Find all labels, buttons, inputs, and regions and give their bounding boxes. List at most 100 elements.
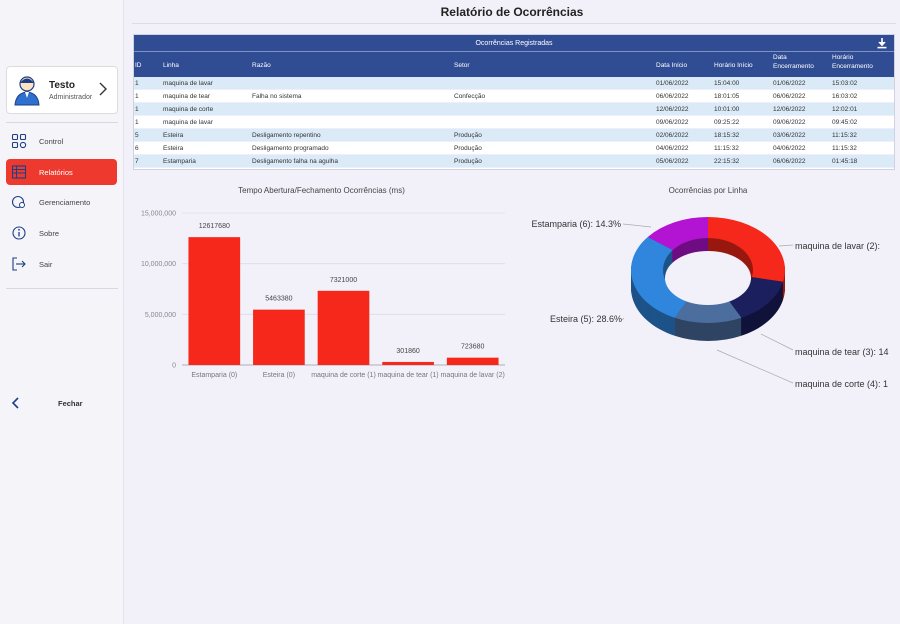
- sidebar-item-reports[interactable]: Relatórios: [6, 159, 117, 185]
- slice-label: Estamparia (6): 14.3%: [531, 219, 621, 229]
- column-header[interactable]: Horário Início: [714, 62, 753, 69]
- table-cell: 16:03:02: [832, 93, 858, 100]
- table-cell: 06/06/2022: [656, 93, 689, 100]
- table-row[interactable]: 6 Esteira Desligamento programado Produção 0…: [134, 142, 894, 155]
- sidebar-item-about[interactable]: Sobre: [6, 220, 117, 246]
- donut-slice: [708, 217, 785, 282]
- table-cell: 09/06/2022: [656, 119, 689, 126]
- page-title: Relatório de Ocorrências: [440, 5, 584, 19]
- table-cell: Produção: [454, 145, 482, 152]
- leader-line: [622, 223, 652, 228]
- table-cell: Esteira: [163, 132, 184, 139]
- leader-line: [621, 317, 625, 321]
- bar-chart: 0 5,000,000 10,000,000 15,000,000 12617680 Es…: [141, 211, 505, 379]
- sidebar-item-logout[interactable]: Sair: [6, 251, 117, 277]
- chevron-right-icon[interactable]: [97, 81, 109, 97]
- leader-line: [778, 244, 794, 247]
- slice-label: maquina de lavar (2):: [795, 241, 880, 251]
- table-cell: 03/06/2022: [773, 132, 806, 139]
- table-cell: Produção: [454, 132, 482, 139]
- x-tick-label: maquina de tear (1): [378, 372, 439, 379]
- table-cell: 09:25:22: [714, 119, 740, 126]
- table-title-bar: Ocorrências Registradas: [134, 35, 894, 51]
- table-row[interactable]: 7 Estamparia Desligamento falha na agulha P…: [134, 155, 894, 168]
- bar: [446, 357, 499, 365]
- table-cell: Desligamento repentino: [252, 132, 321, 139]
- sidebar-divider: [6, 122, 118, 123]
- table-row[interactable]: 1 maquina de tear Falha no sistema Confecçã…: [134, 90, 894, 103]
- bar: [188, 237, 241, 365]
- donut-hole: [665, 251, 751, 305]
- user-avatar-icon: [14, 76, 40, 106]
- sidebar-item-label: Control: [39, 136, 64, 146]
- table-cell: Produção: [454, 158, 482, 165]
- sidebar-divider: [6, 288, 118, 289]
- table-cell: 06/06/2022: [773, 93, 806, 100]
- table-cell: 11:15:32: [832, 145, 857, 152]
- user-card[interactable]: Testo Administrador: [6, 66, 118, 114]
- leader-line: [760, 333, 794, 351]
- table-cell: 05/06/2022: [656, 158, 689, 165]
- column-header[interactable]: Linha: [163, 62, 179, 69]
- download-icon[interactable]: [876, 37, 888, 49]
- table-cell: 12:02:01: [832, 106, 858, 113]
- y-tick-label: 0: [172, 363, 176, 370]
- table-header: ID Linha Razão Setor Data Início Horário…: [134, 51, 894, 77]
- sidebar-item-label: Sair: [39, 259, 53, 269]
- table-cell: 11:15:32: [714, 145, 739, 152]
- user-role: Administrador: [49, 93, 93, 101]
- table-cell: 04/06/2022: [656, 145, 689, 152]
- y-tick-label: 5,000,000: [145, 312, 176, 319]
- logout-icon: [12, 257, 26, 271]
- leader-line: [716, 349, 794, 384]
- table-cell: 12/06/2022: [656, 106, 689, 113]
- slice-label: Esteira (5): 28.6%: [550, 314, 622, 324]
- table-cell: 18:01:05: [714, 93, 740, 100]
- bar-value-label: 301860: [396, 348, 419, 355]
- table-cell: 7: [135, 158, 139, 165]
- table-cell: maquina de lavar: [163, 80, 213, 87]
- sidebar-item-label: Relatórios: [39, 167, 73, 177]
- table-body: 1 maquina de lavar 01/06/2022 15:04:00 01/06…: [134, 77, 894, 168]
- y-tick-label: 15,000,000: [141, 211, 176, 218]
- column-header[interactable]: Data Início: [656, 62, 688, 69]
- column-header[interactable]: ID: [135, 62, 142, 69]
- sidebar-item-management[interactable]: Gerenciamento: [6, 189, 117, 215]
- table-row[interactable]: 1 maquina de lavar 01/06/2022 15:04:00 01/06…: [134, 77, 894, 90]
- table-cell: 01:45:18: [832, 158, 858, 165]
- table-cell: 12/06/2022: [773, 106, 806, 113]
- table-cell: 09/06/2022: [773, 119, 806, 126]
- donut-slice: [647, 217, 708, 251]
- sidebar-item-control[interactable]: Control: [6, 128, 117, 154]
- table-cell: 11:15:32: [832, 132, 857, 139]
- table-cell: 06/06/2022: [773, 158, 806, 165]
- table-cell: Desligamento programado: [252, 145, 329, 152]
- x-tick-label: maquina de lavar (2): [441, 372, 505, 379]
- dashboard-icon: [11, 133, 27, 149]
- report-icon: [11, 165, 27, 179]
- table-title: Ocorrências Registradas: [475, 39, 553, 47]
- column-header[interactable]: Data Encerramento: [773, 54, 814, 70]
- column-header[interactable]: Razão: [252, 62, 271, 69]
- table-cell: Esteira: [163, 145, 184, 152]
- info-icon: [12, 226, 26, 240]
- settings-icon: [11, 195, 25, 209]
- column-header[interactable]: Horário Encerramento: [832, 54, 873, 70]
- table-cell: Falha no sistema: [252, 93, 302, 100]
- pie-chart-title: Ocorrências por Linha: [668, 186, 748, 195]
- user-name: Testo: [49, 79, 75, 91]
- close-label: Fechar: [58, 398, 83, 408]
- table-cell: maquina de corte: [163, 106, 214, 113]
- pie-chart: maquina de lavar (2): maquina de tear (3)…: [531, 217, 889, 389]
- column-header[interactable]: Setor: [454, 62, 470, 69]
- table-cell: 1: [135, 119, 139, 126]
- table-cell: 01/06/2022: [773, 80, 806, 87]
- table-row[interactable]: 1 maquina de corte 12/06/2022 10:01:00 12/06…: [134, 103, 894, 116]
- x-tick-label: Estamparia (0): [191, 372, 237, 379]
- close-sidebar-button[interactable]: Fechar: [6, 394, 117, 412]
- table-cell: 15:03:02: [832, 80, 858, 87]
- table-row[interactable]: 5 Esteira Desligamento repentino Produção 02…: [134, 129, 894, 142]
- x-tick-label: maquina de corte (1): [311, 372, 376, 379]
- table-row[interactable]: 1 maquina de lavar 09/06/2022 09:25:22 09/06…: [134, 116, 894, 129]
- donut-slice: [674, 298, 742, 323]
